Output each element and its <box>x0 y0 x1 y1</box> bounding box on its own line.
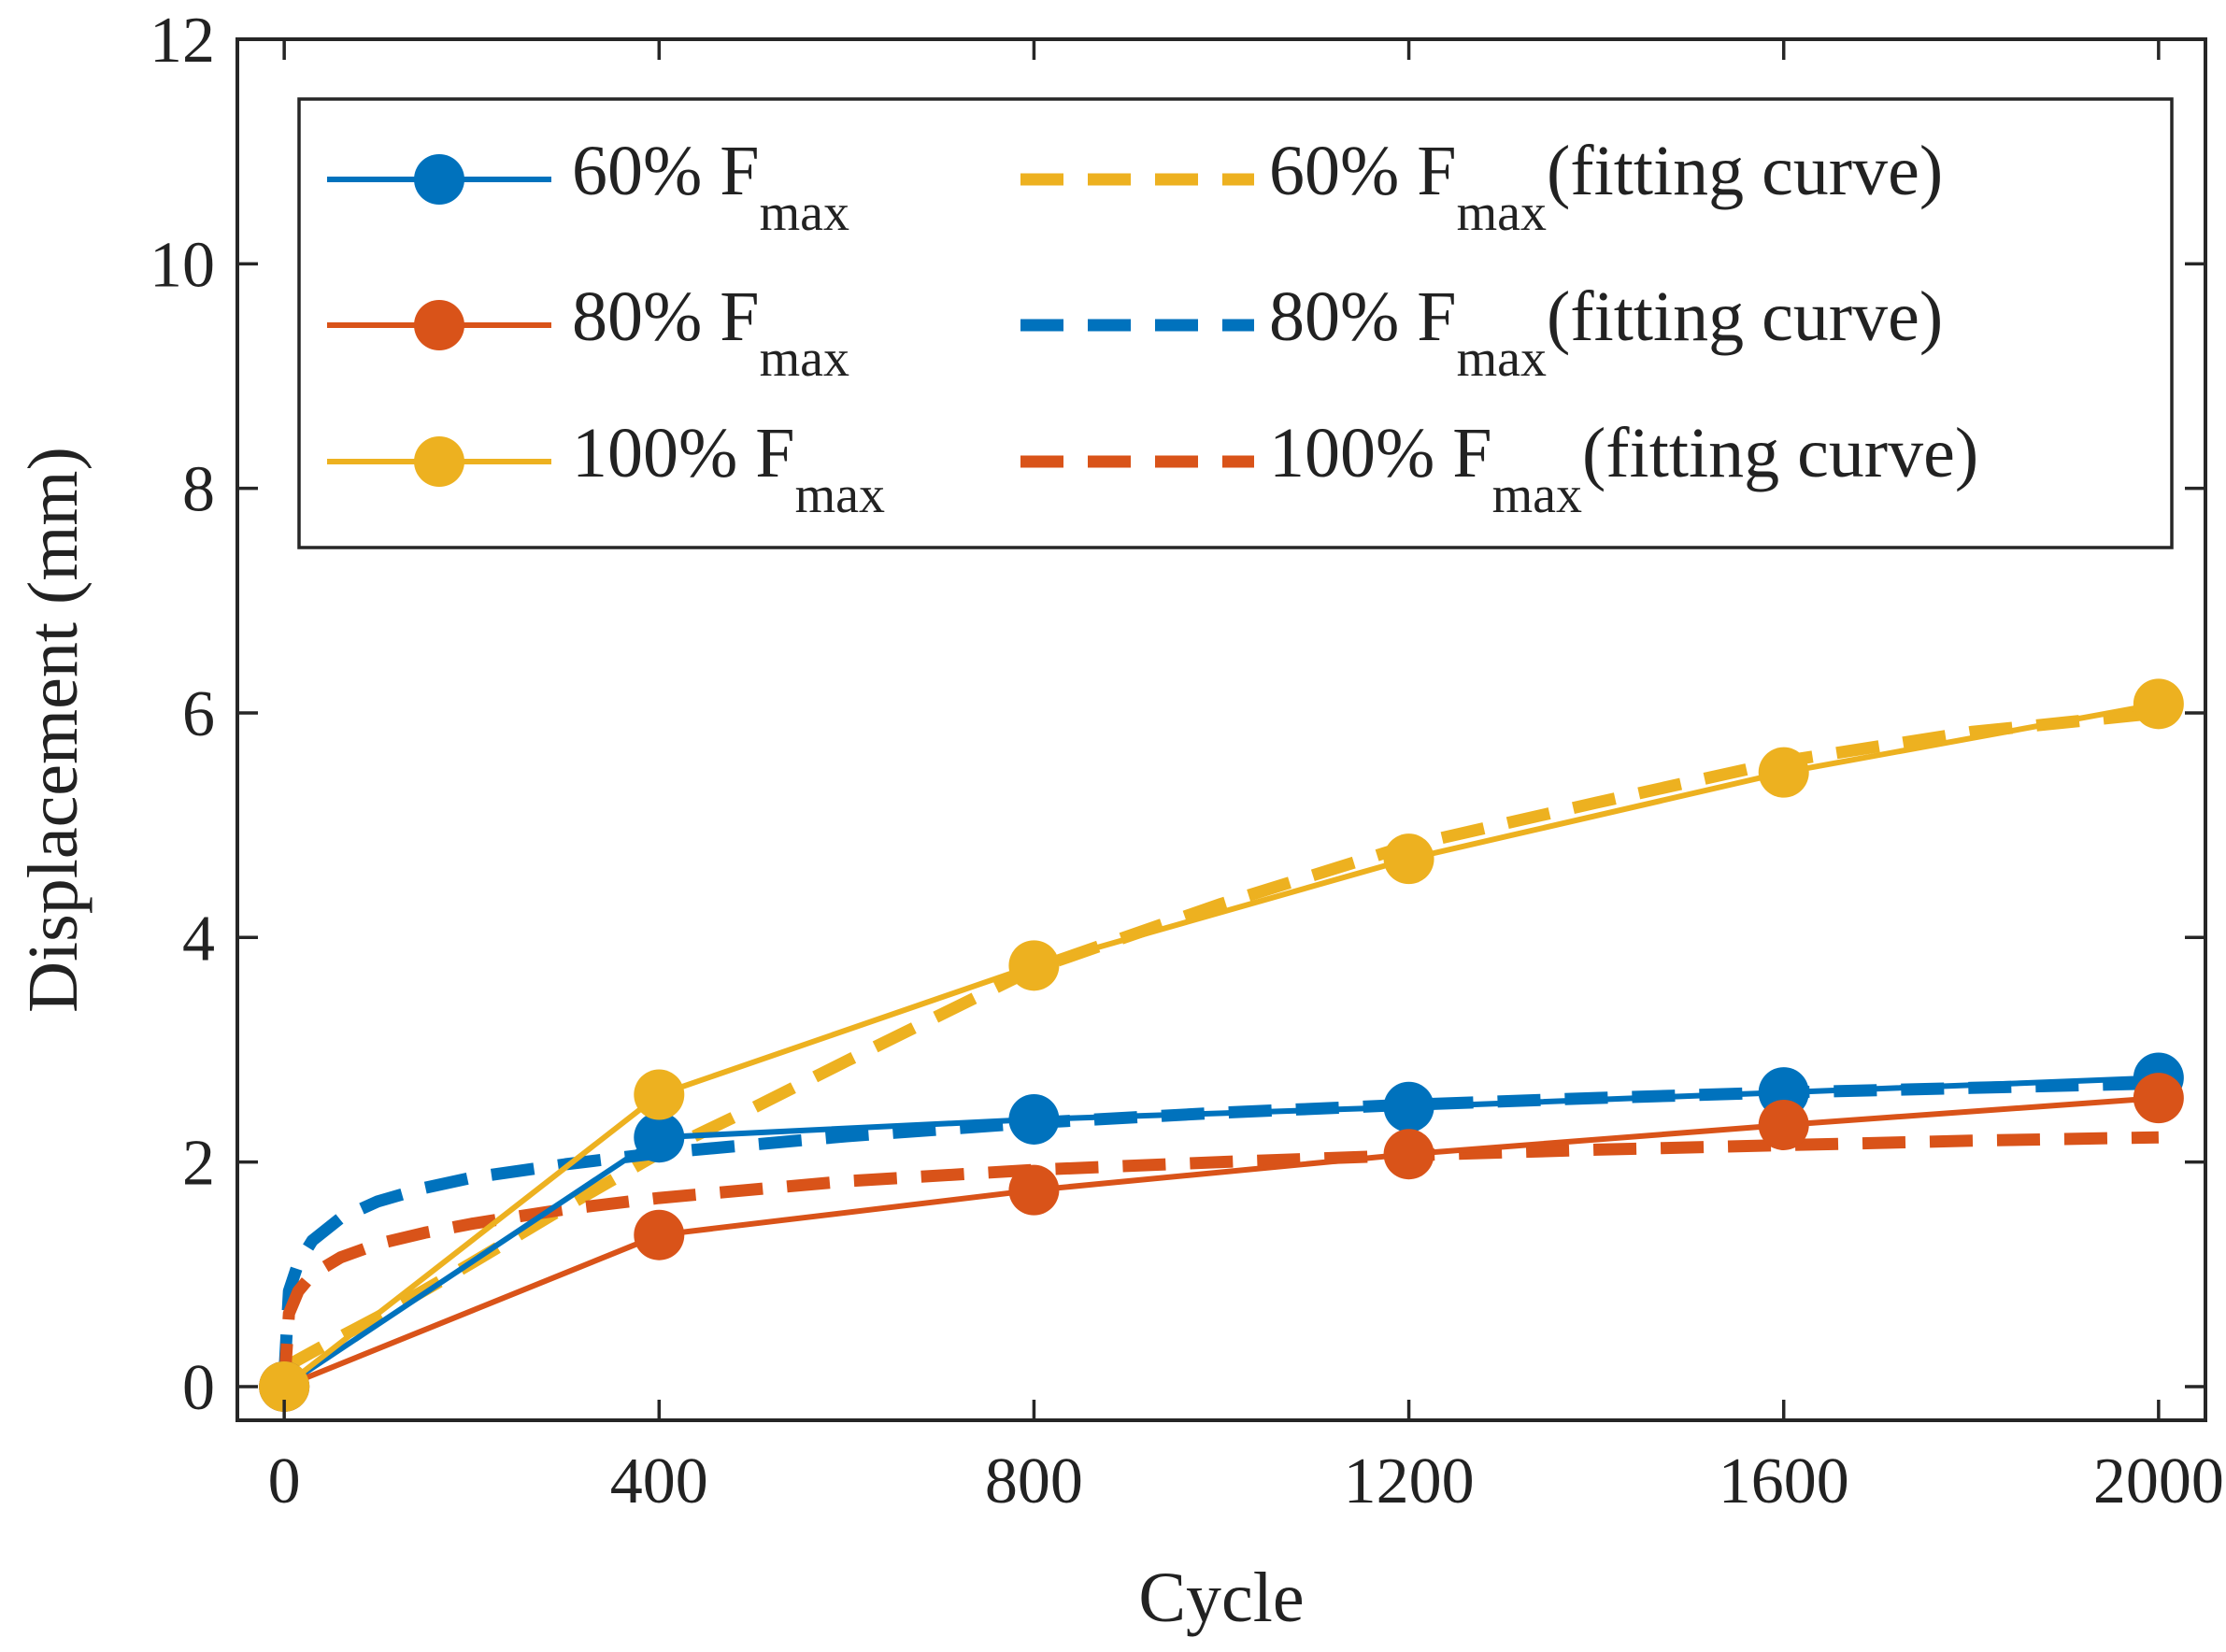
legend-label-100-fit-main: 100% F <box>1269 414 1492 492</box>
series-line-2 <box>282 701 2160 1389</box>
x-axis-title: Cycle <box>1138 1559 1304 1637</box>
legend-entry-80: 80% Fmax <box>327 278 849 388</box>
y-tick-label: 4 <box>182 903 215 975</box>
y-axis-title: Displacement (mm) <box>14 447 93 1013</box>
legend-label-80-fit-main: 80% F <box>1269 278 1457 356</box>
data-point-2-2 <box>1008 940 1060 991</box>
x-tick-label: 400 <box>610 1446 708 1517</box>
y-tick-label: 2 <box>182 1128 215 1200</box>
legend-label-80-fit-sub: max <box>1457 330 1547 388</box>
legend-entry-100-fit: 100% Fmax(fitting curve) <box>1020 414 1978 524</box>
data-point-2-1 <box>634 1069 685 1120</box>
series-layer <box>259 678 2184 1412</box>
axis-ticks: 0 400 800 1200 1600 2000 0 2 4 6 8 10 12 <box>150 5 2224 1517</box>
data-point-1-4 <box>1758 1099 1809 1150</box>
y-tick-label: 12 <box>150 5 215 77</box>
legend-label-80-sub: max <box>760 330 849 388</box>
y-tick-label: 10 <box>150 229 215 301</box>
legend-label-60-fit-main: 60% F <box>1269 132 1457 210</box>
legend-label-60-sub: max <box>760 184 849 242</box>
data-point-0-1 <box>634 1112 685 1163</box>
data-point-1-3 <box>1383 1129 1434 1180</box>
legend-label-100-main: 100% F <box>572 414 795 492</box>
x-tick-label: 1200 <box>1344 1446 1475 1517</box>
legend: 60% Fmax 80% Fmax 100% Fmax 60% Fmax(fit… <box>297 97 2174 549</box>
legend-label-60-fit: 60% Fmax(fitting curve) <box>1269 132 1943 242</box>
plot-area <box>235 37 2207 1422</box>
data-point-0-2 <box>1008 1093 1060 1145</box>
data-point-1-2 <box>1008 1164 1060 1216</box>
series-line-3 <box>280 706 2160 1374</box>
legend-marker-100 <box>414 436 464 487</box>
legend-marker-80 <box>414 300 464 350</box>
x-tick-label: 0 <box>268 1446 301 1517</box>
y-tick-label: 6 <box>182 678 215 750</box>
legend-label-80-fit: 80% Fmax(fitting curve) <box>1269 278 1943 388</box>
legend-marker-60 <box>414 154 464 205</box>
x-tick-label: 2000 <box>2093 1446 2224 1517</box>
legend-entry-80-fit: 80% Fmax(fitting curve) <box>1020 278 1943 388</box>
series-line-4 <box>278 1077 2160 1378</box>
y-tick-label: 0 <box>182 1352 215 1424</box>
legend-label-60: 60% Fmax <box>572 132 849 242</box>
legend-label-100-fit-sub: max <box>1492 466 1582 524</box>
legend-label-80: 80% Fmax <box>572 278 849 388</box>
legend-label-100-fit: 100% Fmax(fitting curve) <box>1269 414 1978 524</box>
data-point-2-3 <box>1383 833 1434 885</box>
data-point-1-5 <box>2133 1073 2184 1124</box>
legend-label-60-fit-suffix: (fitting curve) <box>1547 132 1943 210</box>
data-point-2-5 <box>2133 678 2184 730</box>
legend-label-80-main: 80% F <box>572 278 760 356</box>
data-point-1-1 <box>634 1209 685 1260</box>
legend-label-100: 100% Fmax <box>572 414 885 524</box>
y-tick-label: 8 <box>182 454 215 526</box>
data-point-2-4 <box>1758 747 1809 798</box>
legend-label-80-fit-suffix: (fitting curve) <box>1547 278 1943 356</box>
data-point-2-0 <box>259 1360 310 1412</box>
legend-label-60-main: 60% F <box>572 132 760 210</box>
series-line-5 <box>278 1131 2160 1388</box>
data-point-0-3 <box>1383 1081 1434 1132</box>
legend-entry-60: 60% Fmax <box>327 132 849 242</box>
series-line-0 <box>282 1075 2160 1389</box>
x-tick-label: 1600 <box>1719 1446 1849 1517</box>
legend-label-100-sub: max <box>795 466 885 524</box>
x-tick-label: 800 <box>985 1446 1083 1517</box>
series-line-1 <box>282 1095 2160 1389</box>
legend-label-100-fit-suffix: (fitting curve) <box>1582 414 1978 492</box>
legend-label-60-fit-sub: max <box>1457 184 1547 242</box>
legend-entry-100: 100% Fmax <box>327 414 885 524</box>
legend-entry-60-fit: 60% Fmax(fitting curve) <box>1020 132 1943 242</box>
